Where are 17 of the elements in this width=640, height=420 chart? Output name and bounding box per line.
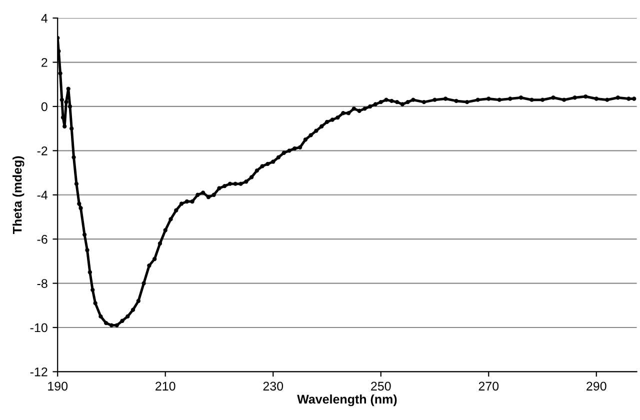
y-tick-label: 4 [41,14,48,23]
y-tick-label: 2 [42,58,48,67]
y-axis-title: Theta (mdeg) [12,156,24,234]
y-tick-label: -6 [37,234,48,244]
x-tick-label: 190 [48,382,68,391]
y-tick-label: 0 [41,102,48,112]
x-axis-title: Wavelength (nm) [297,394,397,406]
y-tick-label: -10 [30,323,48,332]
x-tick-label: 250 [371,382,391,391]
x-tick-label: 230 [263,382,284,391]
y-tick-label: -8 [37,279,48,288]
x-tick-label: 290 [586,382,606,391]
x-tick-label: 210 [156,382,176,391]
y-tick-label: -12 [30,368,48,376]
y-tick-label: -2 [37,146,48,156]
y-tick-label: -4 [37,190,48,200]
x-tick-label: 270 [478,382,499,391]
